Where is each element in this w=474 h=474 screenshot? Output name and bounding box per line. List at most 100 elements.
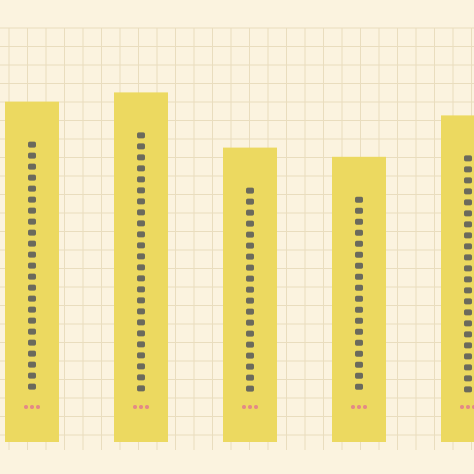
bars (5, 92, 474, 443)
bar-glyph (355, 295, 363, 302)
bar-glyph (28, 273, 36, 280)
bar-glyph (137, 209, 145, 216)
bar-glyph (246, 198, 254, 205)
bar-glyph (355, 361, 363, 368)
bar-glyph (137, 297, 145, 304)
bar-glyph (246, 297, 254, 304)
bar-glyph (246, 187, 254, 194)
bar-glyph (355, 350, 363, 357)
bar-glyph (28, 141, 36, 148)
bar-glyph (355, 372, 363, 379)
bar-glyph (246, 308, 254, 315)
bar-glyph (464, 232, 472, 239)
bar-glyph (246, 363, 254, 370)
bar-glyph (246, 352, 254, 359)
bar-glyph (464, 353, 472, 360)
bar-glyph (464, 166, 472, 173)
bar-glyph (137, 165, 145, 172)
bar-glyph (137, 319, 145, 326)
bar-glyph (28, 295, 36, 302)
bar-glyph (137, 253, 145, 260)
bar-marker (254, 405, 258, 409)
bar-glyph (464, 375, 472, 382)
bar-glyph (137, 132, 145, 139)
bar-glyph (464, 298, 472, 305)
bar-glyph (28, 361, 36, 368)
bar-glyph (464, 364, 472, 371)
bar-glyph (137, 220, 145, 227)
bar-glyph (137, 286, 145, 293)
bar-glyph (28, 174, 36, 181)
bar-group (223, 147, 277, 442)
bar-marker (30, 405, 34, 409)
bar-glyph (137, 363, 145, 370)
bar-glyph (137, 154, 145, 161)
bar-glyph (246, 231, 254, 238)
bar-glyph (137, 352, 145, 359)
bar-glyph (28, 350, 36, 357)
bar-glyph (246, 264, 254, 271)
bar-glyph (355, 229, 363, 236)
bar-glyph (28, 339, 36, 346)
bar-glyph (464, 386, 472, 393)
bar-marker (145, 405, 149, 409)
bar-marker (363, 405, 367, 409)
bar-glyph (137, 374, 145, 381)
bar-glyph (28, 185, 36, 192)
bar-glyph (28, 284, 36, 291)
bar-glyph (355, 284, 363, 291)
bar-glyph (464, 188, 472, 195)
bar-marker (36, 405, 40, 409)
bar-glyph (28, 383, 36, 390)
bar-glyph (464, 221, 472, 228)
bar-glyph (246, 209, 254, 216)
bar-group (332, 156, 386, 443)
bar-glyph (137, 341, 145, 348)
bar-marker (466, 405, 470, 409)
bar-glyph (464, 199, 472, 206)
bar-marker (24, 405, 28, 409)
bar-glyph (28, 328, 36, 335)
bar-glyph (355, 273, 363, 280)
bar-glyph (28, 251, 36, 258)
bar-glyph (246, 319, 254, 326)
bar-glyph (246, 242, 254, 249)
bar-group (114, 92, 168, 443)
bar-glyph (137, 385, 145, 392)
bar-glyph (246, 220, 254, 227)
bar-glyph (355, 328, 363, 335)
bar-glyph (355, 196, 363, 203)
bar-glyph (355, 218, 363, 225)
bar-glyph (28, 306, 36, 313)
bar-glyph (246, 385, 254, 392)
bar-glyph (246, 341, 254, 348)
bar-glyph (137, 187, 145, 194)
bar-group (441, 115, 474, 443)
bar-glyph (28, 207, 36, 214)
bar (223, 147, 277, 442)
bar-marker (133, 405, 137, 409)
bar-glyph (246, 330, 254, 337)
bar-glyph (464, 265, 472, 272)
bar-glyph (355, 251, 363, 258)
bar-group (5, 101, 59, 442)
bar-glyph (137, 242, 145, 249)
bar-glyph (246, 253, 254, 260)
bar-glyph (137, 275, 145, 282)
bar-glyph (28, 152, 36, 159)
bar-glyph (355, 339, 363, 346)
bar-marker (242, 405, 246, 409)
bar-glyph (464, 331, 472, 338)
bar-glyph (464, 177, 472, 184)
bar-glyph (28, 218, 36, 225)
bar-glyph (137, 330, 145, 337)
bar-glyph (28, 229, 36, 236)
bar-marker (248, 405, 252, 409)
bar-glyph (464, 287, 472, 294)
bar-glyph (464, 342, 472, 349)
bar-glyph (246, 374, 254, 381)
bar-glyph (355, 262, 363, 269)
bar-marker (460, 405, 464, 409)
